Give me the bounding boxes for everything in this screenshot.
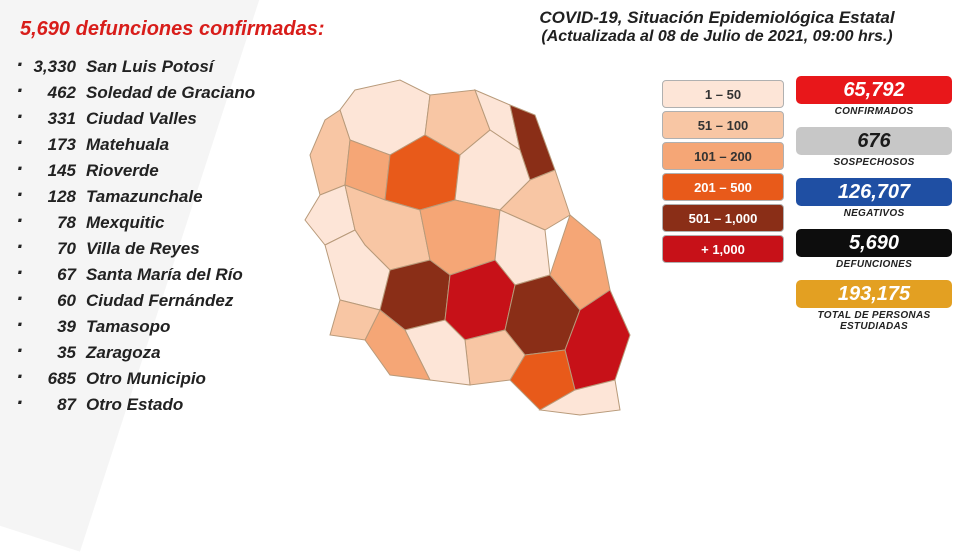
death-row: 145 Rioverde bbox=[20, 158, 255, 184]
death-municipality: Villa de Reyes bbox=[86, 236, 200, 262]
deaths-list: 3,330 San Luis Potosí 462 Soledad de Gracia… bbox=[20, 54, 255, 418]
death-row: 39 Tamasopo bbox=[20, 314, 255, 340]
legend-item: 201 – 500 bbox=[662, 173, 784, 201]
death-count: 685 bbox=[20, 366, 76, 392]
death-municipality: Tamazunchale bbox=[86, 184, 203, 210]
death-row: 173 Matehuala bbox=[20, 132, 255, 158]
legend-item: 51 – 100 bbox=[662, 111, 784, 139]
death-count: 60 bbox=[20, 288, 76, 314]
stat-label: NEGATIVOS bbox=[796, 208, 952, 219]
stat-value: 65,792 bbox=[796, 76, 952, 104]
map-legend: 1 – 50 51 – 100 101 – 200 201 – 500 501 – 1,… bbox=[662, 80, 784, 266]
death-count: 462 bbox=[20, 80, 76, 106]
death-count: 128 bbox=[20, 184, 76, 210]
stat-label: TOTAL DE PERSONAS ESTUDIADAS bbox=[796, 310, 952, 332]
deaths-title: 5,690 defunciones confirmadas: bbox=[20, 18, 325, 41]
stat-label: CONFIRMADOS bbox=[796, 106, 952, 117]
legend-item: 1 – 50 bbox=[662, 80, 784, 108]
death-municipality: Soledad de Graciano bbox=[86, 80, 255, 106]
stat-value: 126,707 bbox=[796, 178, 952, 206]
death-row: 78 Mexquitic bbox=[20, 210, 255, 236]
death-municipality: Ciudad Valles bbox=[86, 106, 197, 132]
death-municipality: Santa María del Río bbox=[86, 262, 243, 288]
stats-panel: 65,792 CONFIRMADOS 676 SOSPECHOSOS 126,707 NE… bbox=[796, 76, 952, 342]
page-header: COVID-19, Situación Epidemiológica Estat… bbox=[482, 8, 952, 46]
death-count: 87 bbox=[20, 392, 76, 418]
death-municipality: Tamasopo bbox=[86, 314, 170, 340]
death-row: 70 Villa de Reyes bbox=[20, 236, 255, 262]
death-count: 3,330 bbox=[20, 54, 76, 80]
death-count: 67 bbox=[20, 262, 76, 288]
death-count: 35 bbox=[20, 340, 76, 366]
death-municipality: Otro Estado bbox=[86, 392, 183, 418]
stat-value: 193,175 bbox=[796, 280, 952, 308]
death-count: 331 bbox=[20, 106, 76, 132]
death-municipality: Ciudad Fernández bbox=[86, 288, 233, 314]
death-row: 67 Santa María del Río bbox=[20, 262, 255, 288]
death-row: 331 Ciudad Valles bbox=[20, 106, 255, 132]
choropleth-map bbox=[270, 60, 640, 420]
legend-item: 101 – 200 bbox=[662, 142, 784, 170]
death-municipality: Mexquitic bbox=[86, 210, 164, 236]
stat-label: DEFUNCIONES bbox=[796, 259, 952, 270]
death-count: 70 bbox=[20, 236, 76, 262]
death-row: 462 Soledad de Graciano bbox=[20, 80, 255, 106]
death-count: 173 bbox=[20, 132, 76, 158]
death-count: 39 bbox=[20, 314, 76, 340]
header-subtitle: (Actualizada al 08 de Julio de 2021, 09:… bbox=[482, 28, 952, 46]
stat-value: 5,690 bbox=[796, 229, 952, 257]
stat-label: SOSPECHOSOS bbox=[796, 157, 952, 168]
death-municipality: Rioverde bbox=[86, 158, 159, 184]
legend-item: + 1,000 bbox=[662, 235, 784, 263]
death-row: 128 Tamazunchale bbox=[20, 184, 255, 210]
death-row: 685 Otro Municipio bbox=[20, 366, 255, 392]
death-municipality: San Luis Potosí bbox=[86, 54, 214, 80]
death-row: 87 Otro Estado bbox=[20, 392, 255, 418]
death-row: 3,330 San Luis Potosí bbox=[20, 54, 255, 80]
death-municipality: Matehuala bbox=[86, 132, 169, 158]
legend-item: 501 – 1,000 bbox=[662, 204, 784, 232]
death-municipality: Otro Municipio bbox=[86, 366, 206, 392]
death-count: 78 bbox=[20, 210, 76, 236]
stat-value: 676 bbox=[796, 127, 952, 155]
death-row: 35 Zaragoza bbox=[20, 340, 255, 366]
death-row: 60 Ciudad Fernández bbox=[20, 288, 255, 314]
death-municipality: Zaragoza bbox=[86, 340, 161, 366]
death-count: 145 bbox=[20, 158, 76, 184]
header-title: COVID-19, Situación Epidemiológica Estat… bbox=[482, 8, 952, 28]
